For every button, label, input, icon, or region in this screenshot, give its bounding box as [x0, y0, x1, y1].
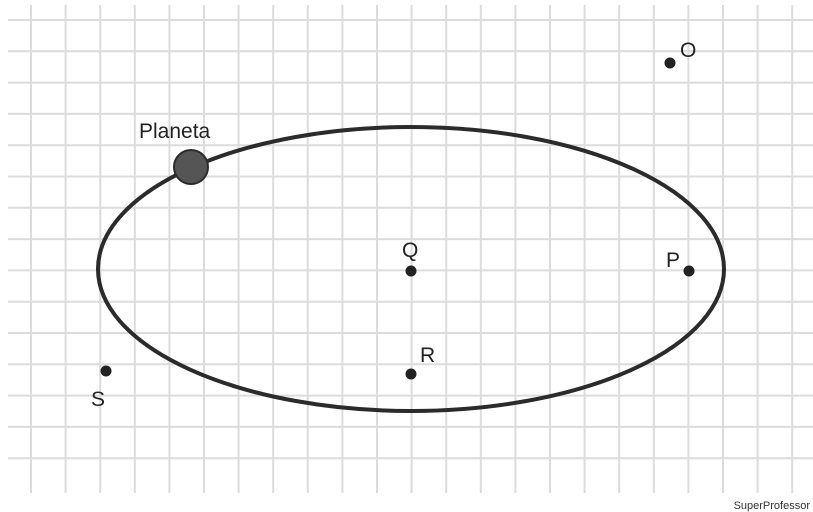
point: [405, 368, 417, 380]
point-label: P: [666, 249, 680, 272]
point: [664, 57, 676, 69]
planet: [173, 149, 209, 185]
point: [100, 365, 112, 377]
point-label: R: [420, 344, 435, 367]
point-label: Q: [402, 239, 418, 262]
planet-label: Planeta: [139, 120, 211, 143]
orbit: [96, 125, 726, 413]
point: [683, 265, 695, 277]
point-label: S: [91, 388, 105, 411]
point: [405, 265, 417, 277]
watermark: SuperProfessor: [734, 500, 811, 512]
grid: [8, 5, 813, 493]
point-label: O: [680, 39, 696, 62]
